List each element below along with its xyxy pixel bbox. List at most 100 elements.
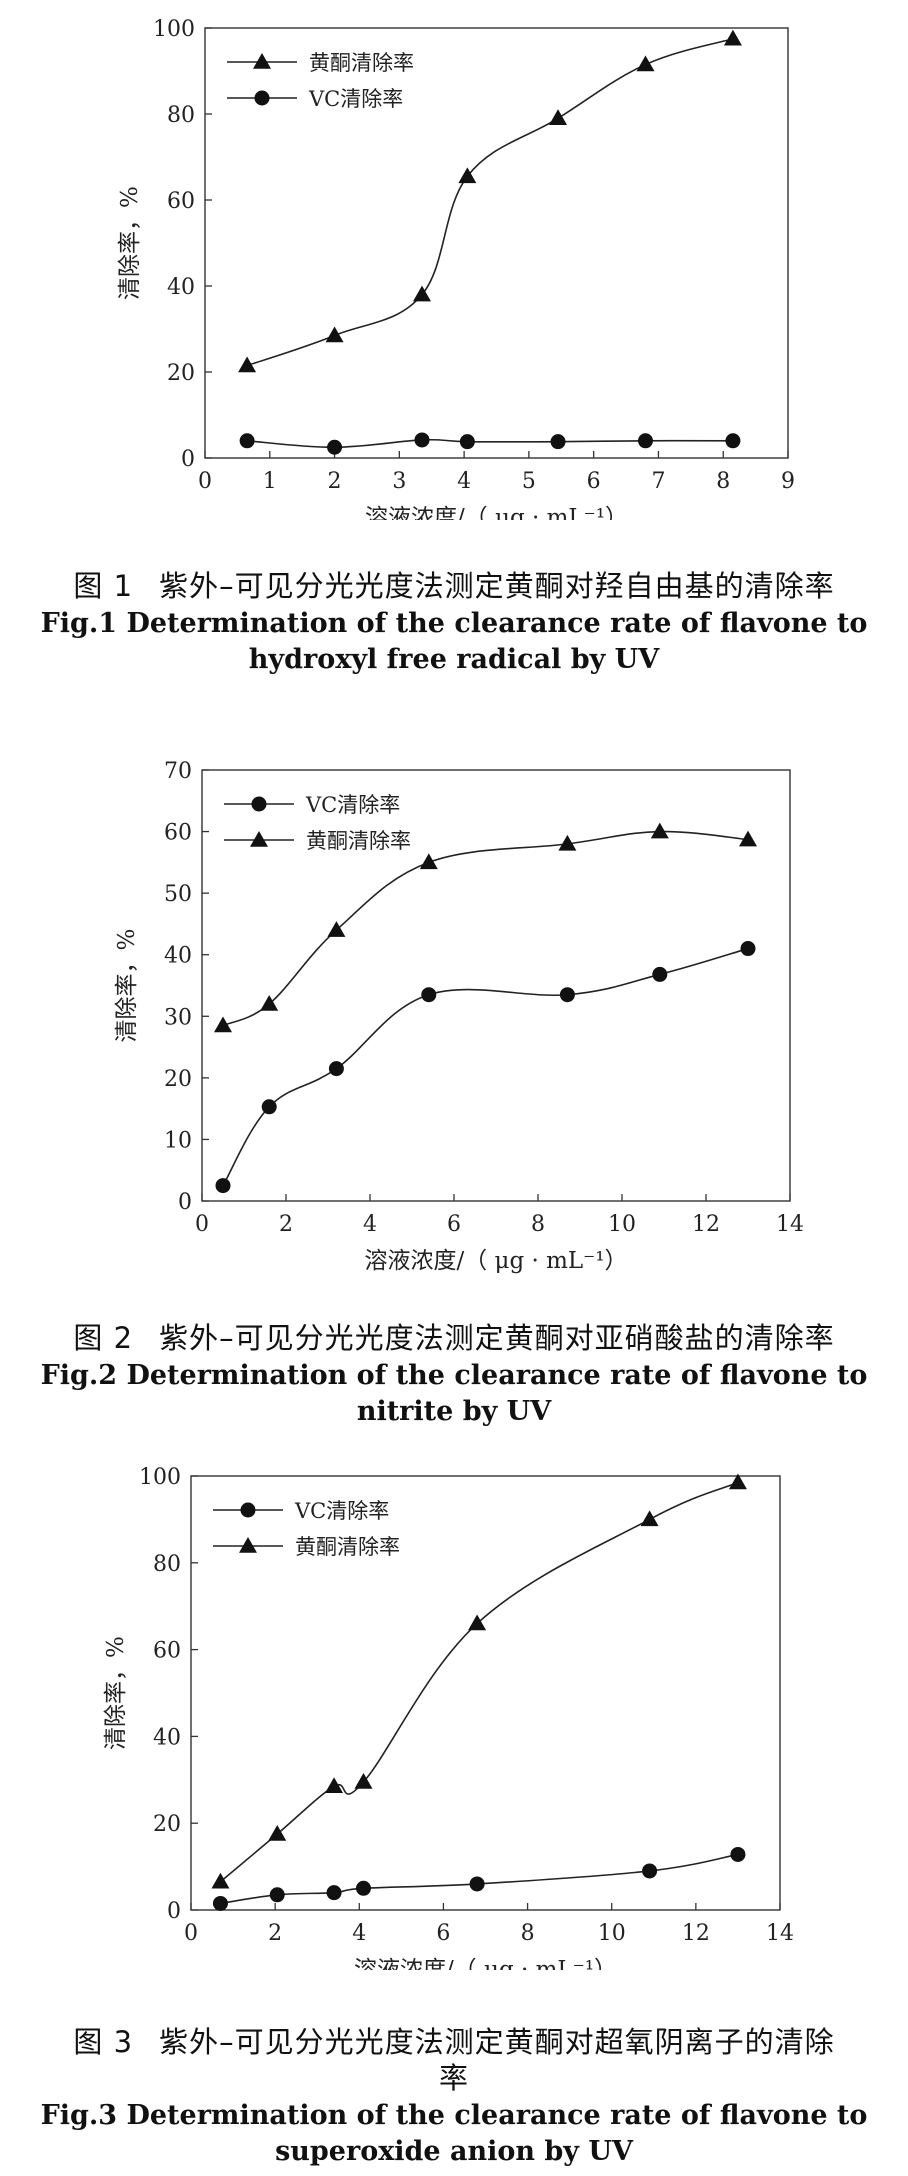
triangle-marker xyxy=(636,55,655,72)
circle-marker xyxy=(327,439,343,455)
figure-2-caption-zh: 图 2 紫外–可见分光光度法测定黄酮对亚硝酸盐的清除率 xyxy=(73,1321,835,1355)
y-axis-label: 清除率，% xyxy=(117,186,143,300)
y-tick-label: 20 xyxy=(153,1812,181,1837)
figure-1-caption-en-line1: Fig.1 Determination of the clearance rat… xyxy=(40,608,868,639)
plot-frame xyxy=(201,769,791,1202)
circle-marker xyxy=(355,1880,371,1896)
circle-marker xyxy=(637,433,653,449)
x-tick-label: 7 xyxy=(651,469,665,494)
triangle-marker xyxy=(728,1473,747,1490)
triangle-marker xyxy=(238,356,257,373)
chart-2: 0 2 4 6 8 10 12 14 0 10 20 30 40 50 60 70 溶液浓度/（ μg · mL… xyxy=(114,759,804,1274)
series-flavone xyxy=(238,29,742,373)
figure-3: 0 2 4 6 8 10 12 14 0 20 40 60 80 100 溶液浓度/（ μg · mL⁻¹）… xyxy=(0,1450,908,2176)
figure-2: 0 2 4 6 8 10 12 14 0 10 20 30 40 50 60 70 溶液浓度/（ μg · mL… xyxy=(0,740,908,1427)
circle-marker xyxy=(469,1876,485,1892)
figure-3-caption-zh-line2: 率 xyxy=(438,2061,469,2095)
x-tick-label: 1 xyxy=(263,469,277,494)
circle-marker xyxy=(559,987,575,1003)
x-tick-label: 2 xyxy=(328,469,342,494)
y-tick-label: 70 xyxy=(164,759,192,784)
y-tick-label: 30 xyxy=(164,1005,192,1030)
circle-marker xyxy=(550,434,566,450)
x-tick-label: 2 xyxy=(268,1921,282,1946)
legend-marker xyxy=(250,831,268,847)
series-vc xyxy=(239,432,741,455)
x-tick-label: 12 xyxy=(692,1212,720,1237)
x-tick-label: 10 xyxy=(608,1212,636,1237)
x-tick-label: 6 xyxy=(587,469,601,494)
x-tick-label: 8 xyxy=(521,1921,535,1946)
series-line xyxy=(222,830,749,1027)
x-axis-label: 溶液浓度/（ μg · mL⁻¹） xyxy=(365,505,628,520)
figure-2-caption-en-line2: nitrite by UV xyxy=(356,1396,552,1427)
y-tick-label: 80 xyxy=(167,103,195,128)
x-tick-label: 8 xyxy=(531,1212,545,1237)
figure-1-caption-en-line2: hydroxyl free radical by UV xyxy=(248,644,660,675)
y-tick-label: 100 xyxy=(153,17,195,42)
legend-label: VC清除率 xyxy=(305,793,400,817)
figure-3-caption-zh: 图 3 紫外–可见分光光度法测定黄酮对超氧阴离子的清除 xyxy=(73,2025,835,2059)
x-tick-label: 3 xyxy=(392,469,406,494)
circle-marker xyxy=(215,1178,231,1194)
x-axis-label: 溶液浓度/（ μg · mL⁻¹） xyxy=(364,1248,627,1274)
series-flavone xyxy=(211,1473,747,1889)
triangle-marker xyxy=(723,29,742,46)
triangle-marker xyxy=(325,326,344,343)
x-tick-label: 0 xyxy=(195,1212,209,1237)
triangle-marker xyxy=(413,285,432,302)
x-tick-label: 8 xyxy=(716,469,730,494)
plot-frame xyxy=(190,1475,781,1911)
y-tick-label: 60 xyxy=(153,1639,181,1664)
y-tick-label: 0 xyxy=(181,447,195,472)
y-tick-label: 20 xyxy=(167,361,195,386)
legend-marker xyxy=(251,796,267,812)
figure-2-caption-en-line1: Fig.2 Determination of the clearance rat… xyxy=(40,1360,868,1391)
y-tick-label: 0 xyxy=(167,1899,181,1924)
y-tick-label: 20 xyxy=(164,1067,192,1092)
x-tick-label: 9 xyxy=(781,469,795,494)
legend: 黄酮清除率 VC清除率 xyxy=(227,51,414,111)
legend-marker xyxy=(254,90,270,106)
series-line xyxy=(247,438,733,449)
x-tick-label: 14 xyxy=(776,1212,804,1237)
y-tick-label: 0 xyxy=(178,1190,192,1215)
x-tick-label: 0 xyxy=(184,1921,198,1946)
triangle-marker xyxy=(468,1614,487,1631)
legend-label: 黄酮清除率 xyxy=(295,1535,400,1559)
chart-1: 0 1 2 3 4 5 6 7 8 9 0 20 40 60 80 100 溶液浓度/（ μg · mL⁻¹） 清… xyxy=(117,17,795,520)
y-axis-label: 清除率，% xyxy=(114,929,140,1043)
x-tick-label: 6 xyxy=(436,1921,450,1946)
series-line xyxy=(222,947,749,1187)
circle-marker xyxy=(414,432,430,448)
y-tick-label: 10 xyxy=(164,1128,192,1153)
figure-1-caption-zh: 图 1 紫外–可见分光光度法测定黄酮对羟自由基的清除率 xyxy=(73,569,835,603)
circle-marker xyxy=(730,1846,746,1862)
legend-label: VC清除率 xyxy=(308,87,403,111)
triangle-marker xyxy=(327,921,346,937)
legend-marker xyxy=(253,53,271,69)
y-tick-label: 40 xyxy=(167,275,195,300)
circle-marker xyxy=(642,1863,658,1879)
circle-marker xyxy=(421,987,437,1003)
legend-marker xyxy=(239,1537,257,1553)
triangle-marker xyxy=(211,1872,230,1889)
circle-marker xyxy=(725,433,741,449)
circle-marker xyxy=(740,941,756,957)
legend-marker xyxy=(240,1502,256,1518)
triangle-marker xyxy=(260,994,279,1011)
legend-label: VC清除率 xyxy=(294,1499,389,1523)
triangle-marker xyxy=(458,167,477,184)
legend-label: 黄酮清除率 xyxy=(309,51,414,75)
x-tick-label: 4 xyxy=(457,469,471,494)
x-axis-label: 溶液浓度/（ μg · mL⁻¹） xyxy=(354,1957,617,1970)
figure-1: 0 1 2 3 4 5 6 7 8 9 0 20 40 60 80 100 溶液浓度/（ μg · mL⁻¹） 清… xyxy=(0,0,908,675)
circle-marker xyxy=(328,1061,344,1077)
y-tick-label: 40 xyxy=(153,1725,181,1750)
circle-marker xyxy=(261,1099,277,1115)
plot-frame xyxy=(204,27,789,459)
figure-3-caption-en-line1: Fig.3 Determination of the clearance rat… xyxy=(40,2100,868,2131)
triangle-marker xyxy=(354,1772,373,1789)
